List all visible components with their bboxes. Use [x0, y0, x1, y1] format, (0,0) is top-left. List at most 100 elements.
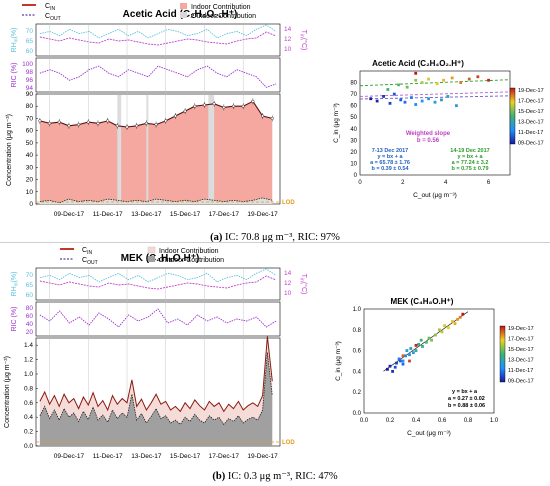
t-tick: 14 — [284, 270, 292, 277]
caption-b-text: IC: 0.3 μg m⁻³, RIC: 47% — [225, 471, 338, 482]
scatter-point — [442, 78, 445, 82]
conc-tick: 60 — [26, 128, 34, 135]
cin-point — [164, 119, 168, 123]
colorbar-tick: 11-Dec-17 — [508, 368, 533, 374]
rh-axis-sub: in — [14, 282, 20, 286]
date-tick: 19-Dec-17 — [247, 453, 278, 460]
svg-text:COUT: COUT — [45, 13, 61, 22]
scatter-point — [401, 354, 405, 358]
legend-cout-sub: OUT — [50, 16, 61, 22]
conc-tick: 70 — [26, 115, 34, 122]
conc-axis-label: Concentration (μg m⁻³) — [6, 114, 13, 186]
scatter-point — [450, 76, 454, 80]
scatter-ytick: 70 — [350, 92, 357, 98]
scatter-point — [414, 71, 418, 75]
cin-point — [231, 104, 236, 108]
scatter-point — [375, 99, 379, 103]
caption-b-prefix: (b) — [212, 471, 226, 482]
scatter-point — [447, 326, 450, 330]
t-tick: 12 — [284, 280, 292, 287]
group1-title: 7-13 Dec 2017 — [372, 148, 408, 154]
svg-text:COUT: COUT — [82, 257, 98, 266]
data-gap — [208, 95, 215, 203]
acetic-ts-chart: Acetic Acid (C₂H₄O₂.H⁺) CIN COUT Indoor … — [6, 3, 309, 218]
ric-tick: 80 — [26, 305, 34, 312]
scatter-point — [420, 81, 424, 84]
ric-axis-label: RIC (%) — [11, 63, 18, 88]
colorbar-tick: 17-Dec-17 — [508, 337, 534, 343]
scatter-xtick: 2 — [401, 180, 405, 186]
legend-cout-label: C — [82, 257, 87, 264]
mek-outdoor-area — [39, 352, 273, 446]
cin-point — [106, 119, 110, 123]
conc-tick: 20 — [26, 177, 34, 184]
conc-tick: 30 — [26, 164, 34, 171]
ric-tick: 100 — [22, 61, 33, 68]
scatter-ytick: 20 — [350, 150, 357, 156]
scatter-point — [430, 338, 433, 342]
scatter-point — [393, 365, 397, 369]
cin-point — [270, 116, 274, 120]
conc-tick: 90 — [26, 91, 34, 98]
scatter-point — [404, 354, 407, 358]
rh-tick: 60 — [26, 48, 34, 55]
cin-point — [125, 125, 129, 129]
t-tick: 10 — [284, 46, 292, 53]
colorbar-tick: 09-Dec-17 — [518, 141, 544, 147]
scatter-xtick: 4 — [444, 180, 448, 186]
t-axis-unit: (°C) — [300, 38, 308, 51]
group2-title: 14-19 Dec 2017 — [450, 148, 489, 154]
acetic-lod-label: LOD — [282, 200, 295, 206]
scatter-point — [451, 320, 454, 323]
mek-indoor-area — [39, 336, 273, 446]
mek-ts-title: MEK (C₄H₈O.H⁺) — [121, 253, 200, 264]
cin-point — [96, 121, 100, 125]
mek-cin-line — [39, 336, 273, 413]
group1-a: a = 65.78 ± 1.76 — [370, 160, 410, 166]
legend-indoor-label: Indoor Contribution — [191, 4, 251, 11]
mek-cout-line — [39, 352, 273, 426]
acetic-scatter-ylabel: C_in (μg m⁻³) — [333, 103, 340, 143]
colorbar-tick: 19-Dec-17 — [508, 326, 534, 332]
date-tick: 17-Dec-17 — [209, 453, 240, 460]
scatter-point — [467, 77, 471, 81]
colorbar-tick: 13-Dec-17 — [508, 358, 534, 364]
cin-point — [48, 121, 52, 125]
conc-tick: 0.6 — [24, 400, 33, 407]
scatter-point — [399, 98, 403, 102]
date-tick: 13-Dec-17 — [131, 453, 162, 460]
cin-point — [202, 103, 207, 107]
caption-a-prefix: (a) — [210, 232, 223, 243]
conc-tick: 1.2 — [24, 357, 33, 364]
ric-tick: 98 — [26, 69, 34, 76]
legend-cin-sub: IN — [50, 6, 55, 12]
cin-point — [241, 104, 245, 108]
cin-point — [67, 124, 71, 128]
colorbar-tick: 09-Dec-17 — [508, 379, 534, 385]
date-tick: 17-Dec-17 — [209, 211, 240, 218]
data-gap — [146, 95, 149, 203]
scatter-point — [405, 85, 409, 89]
legend-outdoor-swatch — [180, 12, 187, 18]
weighted-slope-eq: b = 0.56 — [417, 138, 440, 144]
legend-cin-label: C — [45, 3, 50, 10]
conc-axis-label: Concentration (μg m⁻³) — [4, 356, 11, 428]
scatter-point — [382, 95, 385, 98]
rh-axis-label: RH — [11, 286, 18, 296]
t-tick: 10 — [284, 290, 292, 297]
scatter-ytick: 0 — [354, 173, 358, 179]
svg-text:Tin(°C): Tin(°C) — [299, 30, 309, 51]
colorbar-tick: 11-Dec-17 — [518, 130, 543, 136]
rh-tick: 65 — [26, 282, 34, 289]
weighted-slope-title: Weighted slope — [406, 131, 451, 137]
scatter-point — [456, 318, 459, 321]
acetic-colorbar: 19-Dec-17 17-Dec-17 15-Dec-17 13-Dec-17 11-D… — [509, 87, 544, 147]
mek-ts-chart: MEK (C₄H₈O.H⁺) CIN COUT Indoor Contribut… — [4, 246, 308, 460]
acetic-scatter-xlabel: C_out (μg m⁻³) — [413, 192, 457, 199]
scatter-point — [386, 367, 389, 371]
scatter-point — [461, 312, 465, 316]
acetic-rh-line — [39, 24, 277, 39]
scatter-point — [386, 88, 390, 91]
date-tick: 11-Dec-17 — [93, 211, 123, 218]
scatter-point — [392, 92, 396, 96]
